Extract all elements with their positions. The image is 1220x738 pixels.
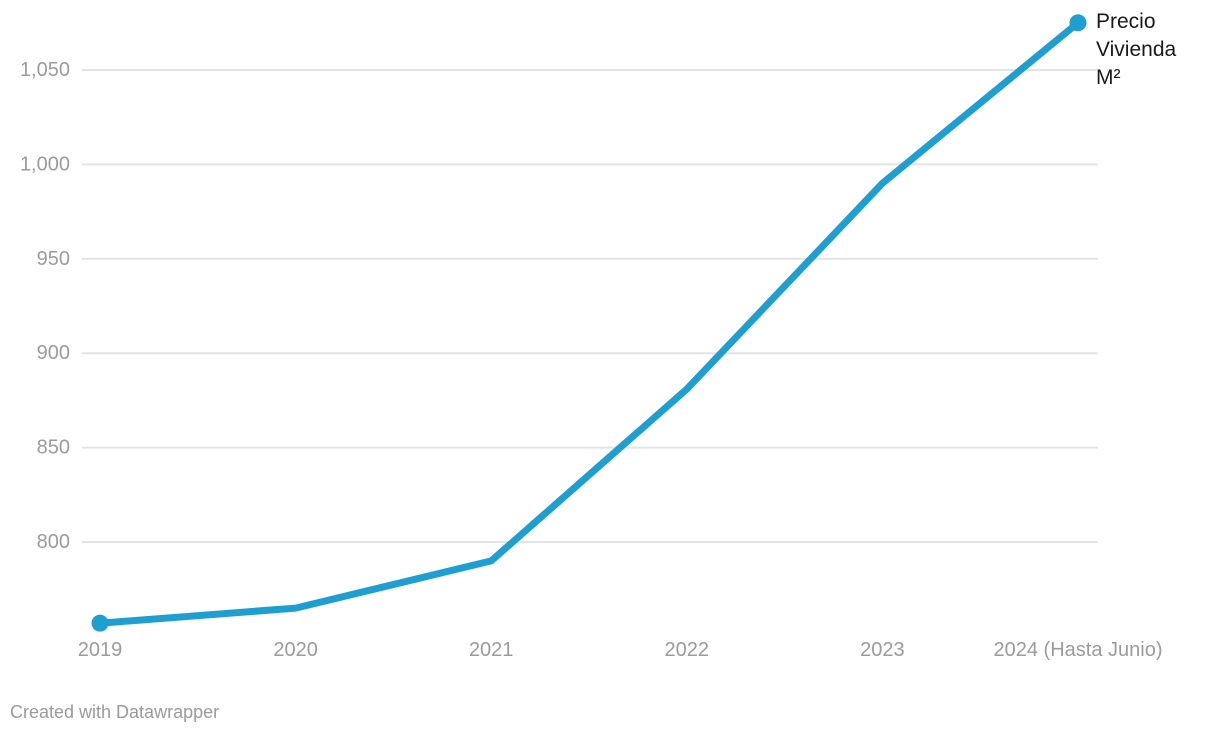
x-axis-tick-label: 2024 (Hasta Junio) <box>994 639 1163 661</box>
x-axis-tick-label: 2020 <box>273 639 318 661</box>
series-label: Precio Vivienda M² <box>1096 10 1177 89</box>
x-axis-tick-label: 2023 <box>860 639 905 661</box>
data-point-marker <box>91 614 109 632</box>
data-point-marker <box>1069 14 1087 32</box>
data-line <box>96 19 1082 627</box>
y-axis-tick-label: 800 <box>37 531 70 553</box>
y-axis-tick-label: 850 <box>37 437 70 459</box>
datawrapper-attribution: Created with Datawrapper <box>10 702 220 722</box>
y-axis-tick-label: 1,000 <box>20 153 70 175</box>
x-axis-tick-label: 2021 <box>469 639 514 661</box>
y-axis-tick-label: 950 <box>37 248 70 270</box>
y-axis-tick-label: 900 <box>37 342 70 364</box>
x-axis-tick-label: 2019 <box>78 639 123 661</box>
y-axis-tick-label: 1,050 <box>20 59 70 81</box>
x-axis-tick-label: 2022 <box>665 639 710 661</box>
